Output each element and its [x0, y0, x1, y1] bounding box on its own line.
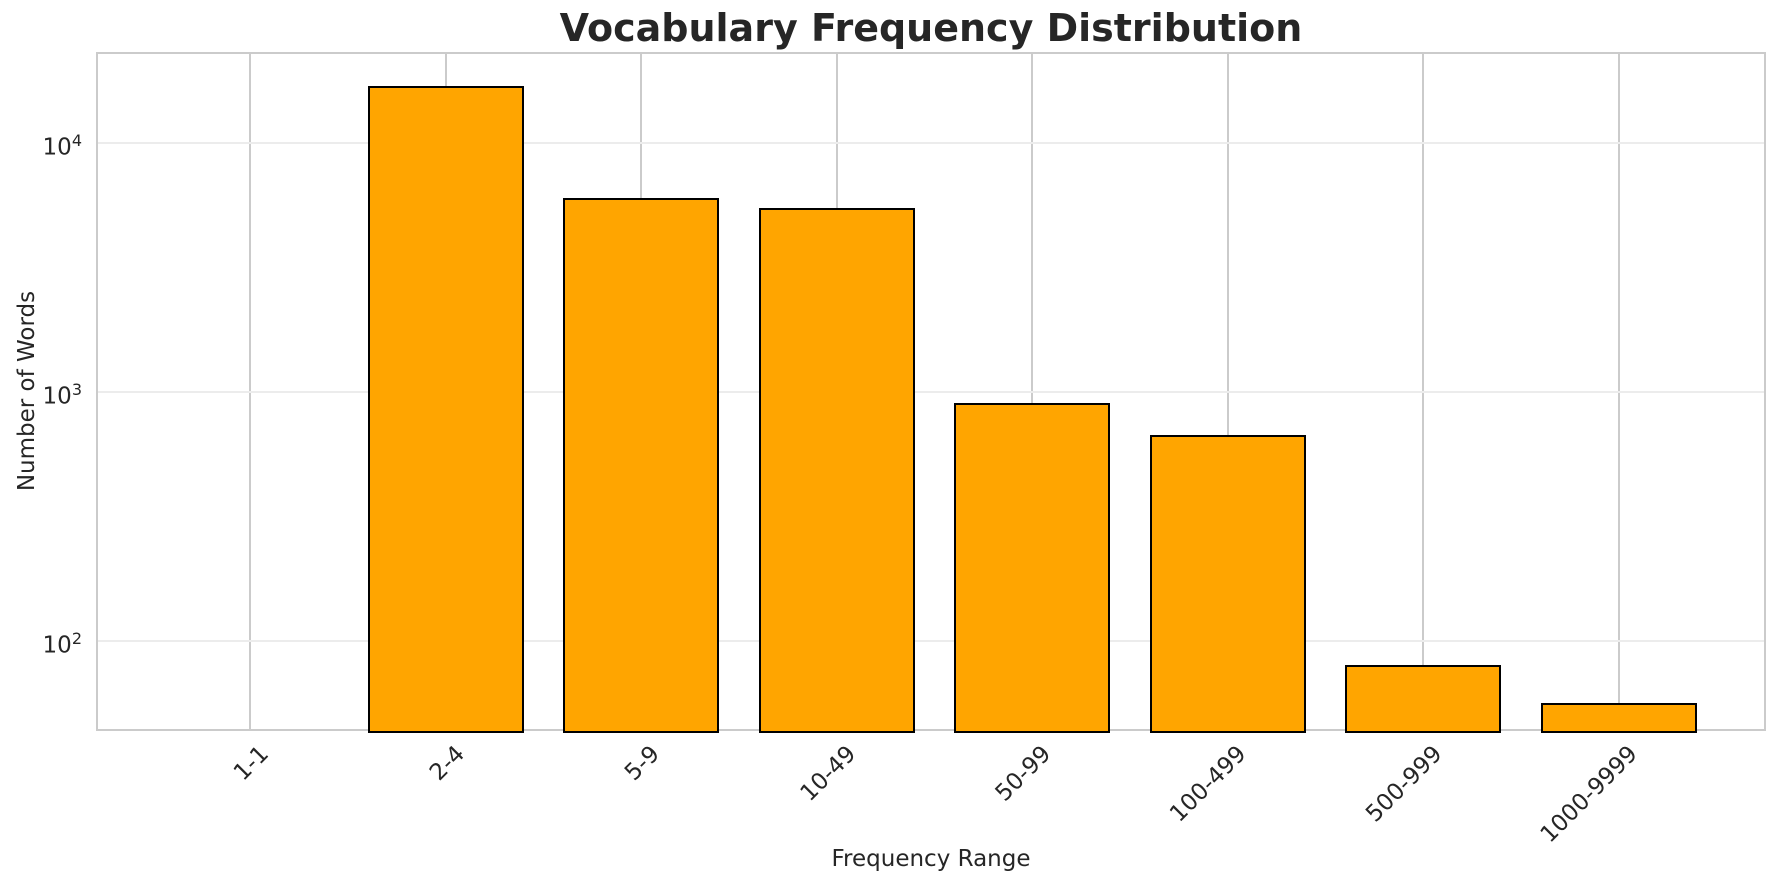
xtick-1-1: 1-1: [229, 741, 275, 786]
ytick-exponent: 3: [71, 379, 82, 399]
bar-50-99: [954, 403, 1110, 733]
xtick-1000-9999: 1000-9999: [1535, 741, 1643, 849]
ytick-exponent: 2: [71, 628, 82, 648]
xtick-5-9: 5-9: [620, 741, 666, 786]
ytick-10^2: 102: [42, 628, 82, 659]
bar-1000-9999: [1540, 703, 1697, 733]
xtick-50-99: 50-99: [990, 741, 1057, 807]
xtick-10-49: 10-49: [795, 741, 861, 807]
bar-10-49: [758, 207, 915, 733]
xtick-100-499: 100-499: [1165, 741, 1252, 828]
ytick-10^4: 104: [42, 131, 82, 161]
ytick-exponent: 4: [71, 131, 82, 150]
y-axis-label: Number of Words: [14, 290, 40, 492]
plot-area: [96, 52, 1766, 733]
bar-100-499: [1149, 435, 1306, 733]
bar-2-4: [367, 85, 524, 733]
bars-layer: [98, 54, 1764, 733]
chart-title: Vocabulary Frequency Distribution: [559, 6, 1303, 50]
bar-500-999: [1345, 664, 1501, 733]
ytick-10^3: 103: [42, 379, 82, 410]
bar-5-9: [563, 198, 719, 733]
gridline-y-10^3: [98, 390, 1764, 393]
xtick-2-4: 2-4: [424, 741, 470, 786]
x-axis-label: Frequency Range: [831, 846, 1031, 872]
gridline-y-10^4: [98, 142, 1764, 144]
xtick-500-999: 500-999: [1361, 741, 1448, 828]
gridline-y-10^2: [98, 639, 1764, 642]
